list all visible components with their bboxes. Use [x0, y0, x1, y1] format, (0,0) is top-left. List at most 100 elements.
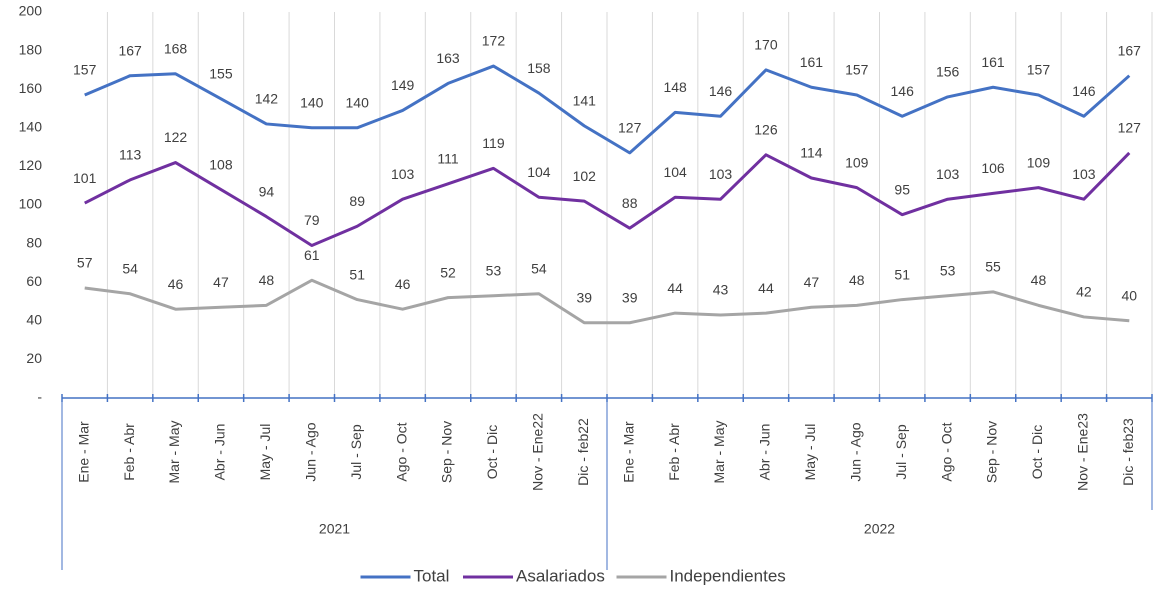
data-label: 142	[255, 91, 279, 107]
x-tick-label: Jul - Sep	[893, 424, 909, 479]
data-label: 146	[709, 83, 733, 99]
x-tick-label: Oct - Dic	[484, 425, 500, 479]
legend-label: Asalariados	[516, 566, 605, 585]
data-label: 126	[754, 122, 778, 138]
series-line	[84, 151, 1131, 248]
series-line	[84, 64, 1131, 155]
y-tick-label: 160	[19, 80, 43, 96]
x-tick-label: Dic - feb22	[575, 418, 591, 486]
data-label: 46	[395, 276, 411, 292]
x-tick-label: Oct - Dic	[1029, 425, 1045, 479]
series-line	[84, 278, 1130, 325]
data-label: 48	[849, 272, 865, 288]
data-label: 167	[118, 42, 142, 58]
data-label: 161	[800, 54, 824, 70]
data-label: 146	[891, 83, 915, 99]
x-tick-label: Ene - Mar	[75, 421, 91, 483]
data-label: 44	[667, 280, 683, 296]
data-label: 157	[73, 62, 97, 78]
x-tick-label: Abr - Jun	[212, 424, 228, 481]
data-label: 61	[304, 247, 320, 263]
data-label: 52	[440, 264, 456, 280]
data-label: 156	[936, 64, 960, 80]
group-label: 2022	[864, 521, 895, 537]
data-label: 170	[754, 37, 778, 53]
data-label: 55	[985, 259, 1001, 275]
group-label: 2021	[319, 521, 350, 537]
data-label: 127	[618, 120, 642, 136]
data-label: 168	[164, 40, 188, 56]
data-label: 104	[663, 164, 687, 180]
x-tick-label: Sep - Nov	[439, 421, 455, 483]
data-label: 103	[1072, 166, 1096, 182]
data-label: 155	[209, 66, 233, 82]
x-tick-label: Ago - Oct	[393, 422, 409, 481]
x-tick-label: Sep - Nov	[984, 421, 1000, 483]
data-label: 109	[845, 154, 869, 170]
y-tick-label: 200	[19, 3, 43, 19]
data-label: 157	[1027, 62, 1051, 78]
data-label: 148	[663, 79, 687, 95]
x-tick-label: Jul - Sep	[348, 424, 364, 479]
data-label: 103	[709, 166, 733, 182]
data-label: 95	[894, 181, 910, 197]
data-label: 48	[1031, 272, 1047, 288]
data-label: 161	[981, 54, 1005, 70]
data-label: 51	[894, 266, 910, 282]
data-label: 103	[391, 166, 415, 182]
data-label: 54	[531, 260, 547, 276]
data-label: 53	[486, 262, 502, 278]
x-tick-label: Jun - Ago	[302, 422, 318, 481]
data-label: 51	[349, 266, 365, 282]
y-tick-label: 20	[26, 350, 42, 366]
data-label: 47	[804, 274, 820, 290]
data-label: 103	[936, 166, 960, 182]
data-label: 101	[73, 170, 97, 186]
data-label: 122	[164, 129, 188, 145]
data-label: 43	[713, 282, 729, 298]
data-label: 113	[119, 147, 142, 163]
x-tick-label: Abr - Jun	[757, 424, 773, 481]
data-label: 47	[213, 274, 229, 290]
data-label: 48	[259, 272, 275, 288]
data-label: 109	[1027, 154, 1051, 170]
data-label: 111	[437, 150, 458, 166]
data-label: 40	[1122, 288, 1138, 304]
data-label: 114	[800, 145, 823, 161]
data-label: 89	[349, 193, 365, 209]
data-label: 102	[573, 168, 597, 184]
x-tick-label: Dic - feb23	[1120, 418, 1136, 486]
data-label: 57	[77, 255, 93, 271]
data-label: 108	[209, 156, 233, 172]
y-tick-label: 140	[19, 119, 43, 135]
legend-label: Independientes	[670, 566, 786, 585]
data-label: 104	[527, 164, 551, 180]
data-label: 54	[122, 260, 138, 276]
legend-label: Total	[414, 566, 450, 585]
data-label: 79	[304, 212, 320, 228]
data-label: 140	[300, 95, 324, 111]
x-tick-label: Nov - Ene23	[1075, 413, 1091, 491]
data-label: 149	[391, 77, 415, 93]
x-tick-label: May - Jul	[257, 424, 273, 481]
data-label: 140	[346, 95, 370, 111]
x-tick-label: Feb - Abr	[666, 423, 682, 481]
y-tick-label: 40	[26, 312, 42, 328]
data-label: 163	[436, 50, 460, 66]
y-tick-label: 60	[26, 273, 42, 289]
x-tick-label: Mar - May	[711, 421, 727, 484]
data-label: 119	[482, 135, 505, 151]
x-tick-label: Nov - Ene22	[530, 413, 546, 491]
data-label: 157	[845, 62, 869, 78]
x-tick-label: May - Jul	[802, 424, 818, 481]
y-tick-label: 120	[19, 157, 43, 173]
y-tick-label: 100	[19, 196, 43, 212]
x-tick-label: Mar - May	[166, 421, 182, 484]
data-label: 88	[622, 195, 638, 211]
y-tick-label: 80	[26, 234, 42, 250]
x-tick-label: Jun - Ago	[847, 422, 863, 481]
data-label: 167	[1118, 42, 1142, 58]
data-label: 146	[1072, 83, 1096, 99]
data-label: 53	[940, 262, 956, 278]
